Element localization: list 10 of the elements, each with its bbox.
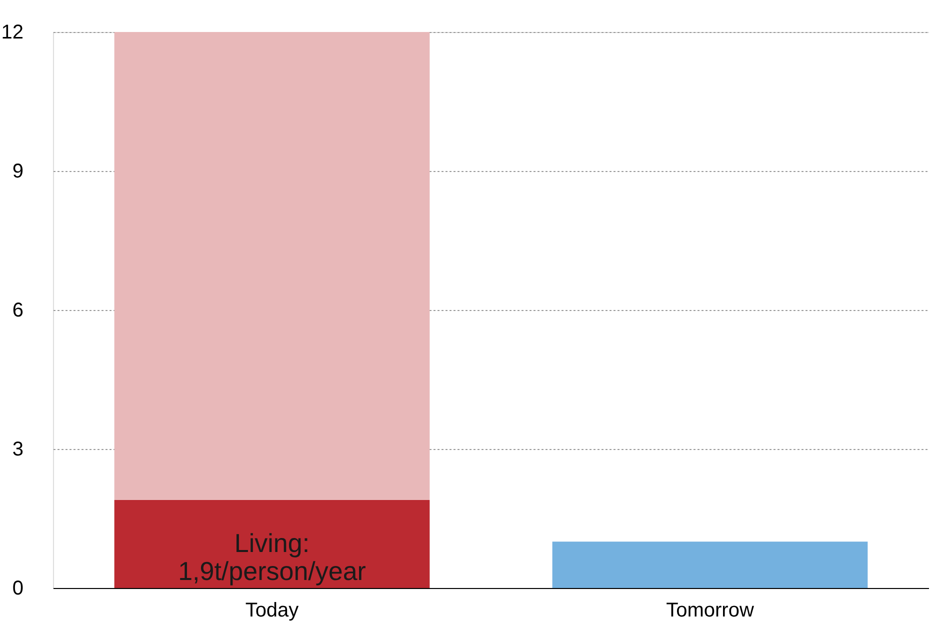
y-tick-label: 6 <box>12 300 24 322</box>
y-tick-label: 0 <box>12 578 24 600</box>
data-label: Living: 1,9t/person/year <box>178 528 366 586</box>
y-tick-label: 9 <box>12 160 24 182</box>
x-tick-label: Today <box>245 600 299 622</box>
x-tick-label: Tomorrow <box>666 600 754 622</box>
y-tick-label: 3 <box>12 438 24 460</box>
bar <box>552 542 868 588</box>
y-tick-label: 12 <box>1 22 24 44</box>
bar <box>114 500 430 588</box>
